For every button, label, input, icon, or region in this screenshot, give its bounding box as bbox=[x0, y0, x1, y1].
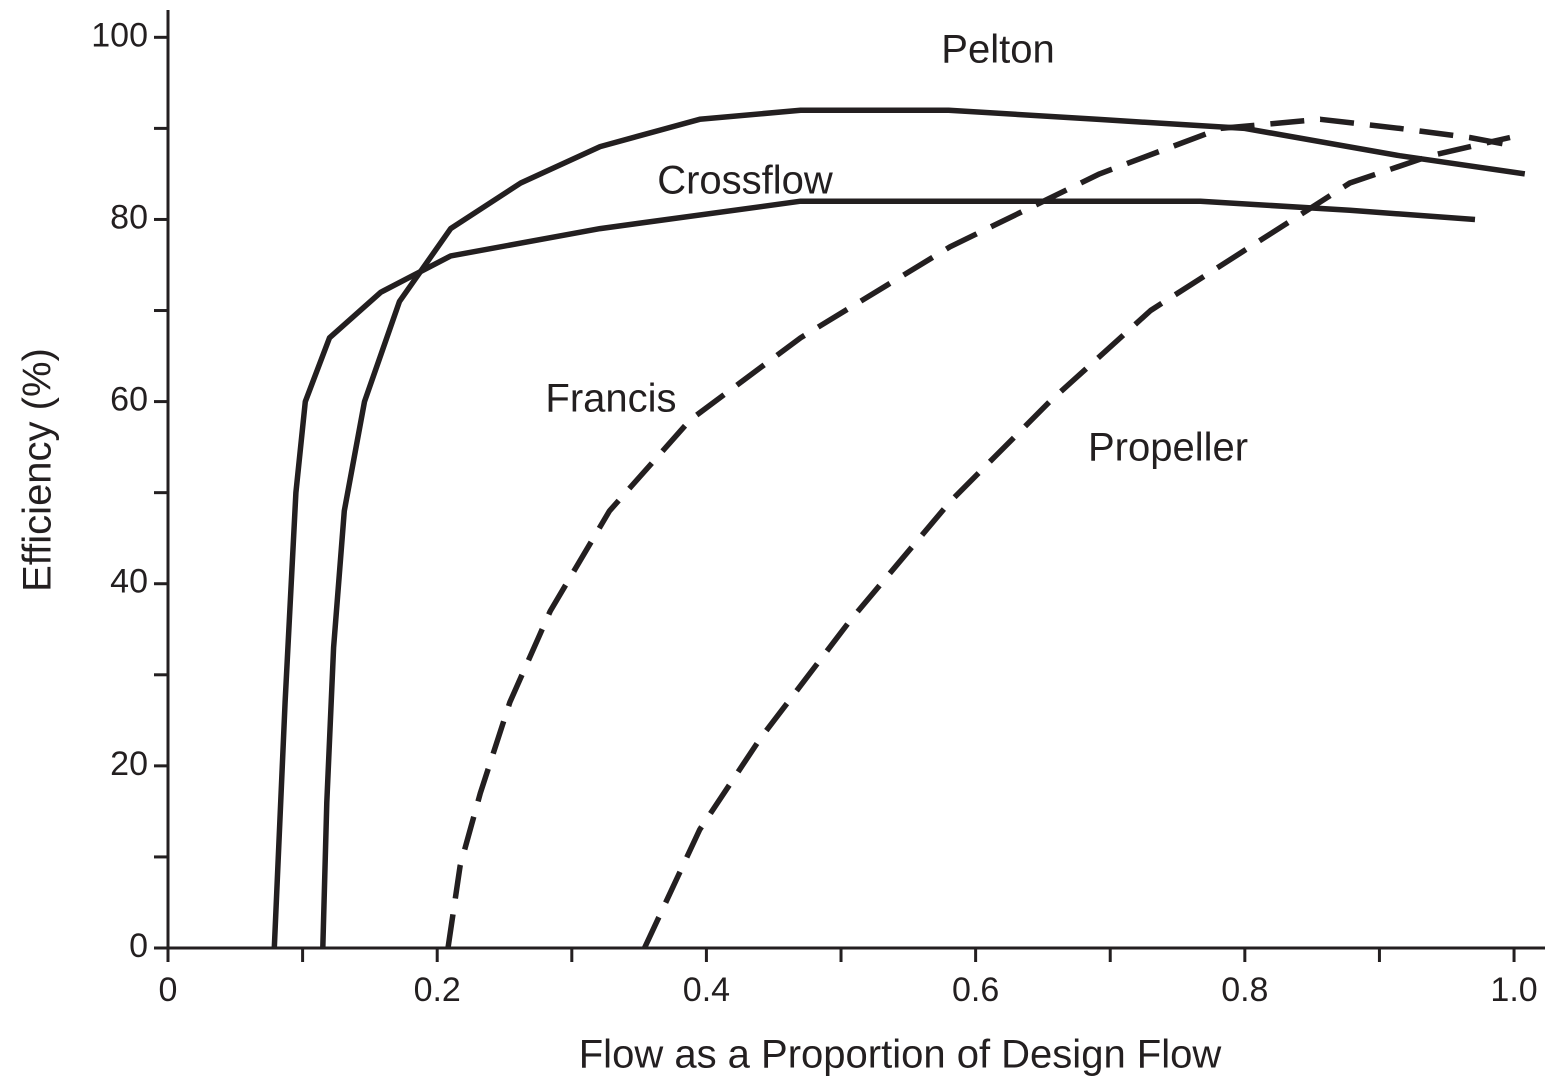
curve bbox=[320, 107, 1526, 949]
x-tick-label: 0.8 bbox=[1221, 971, 1268, 1009]
x-tick-label: 1.0 bbox=[1490, 971, 1537, 1009]
x-tick-label: 0.2 bbox=[414, 971, 461, 1009]
curve-label: Propeller bbox=[1088, 426, 1248, 470]
curve-label: Pelton bbox=[941, 28, 1054, 72]
y-tick-label: 80 bbox=[110, 198, 148, 236]
y-axis-title: Efficiency (%) bbox=[16, 348, 60, 592]
curve bbox=[445, 116, 1519, 949]
x-tick-label: 0.6 bbox=[952, 971, 999, 1009]
curve-label: Crossflow bbox=[657, 159, 833, 203]
curve bbox=[271, 198, 1476, 949]
curve bbox=[642, 134, 1511, 950]
y-tick-label: 60 bbox=[110, 381, 148, 419]
y-tick-label: 20 bbox=[110, 745, 148, 783]
y-tick-label: 40 bbox=[110, 563, 148, 601]
y-tick-label: 0 bbox=[129, 927, 148, 965]
x-axis-title: Flow as a Proportion of Design Flow bbox=[579, 1033, 1222, 1077]
x-tick-label: 0.4 bbox=[683, 971, 730, 1009]
y-tick-label: 100 bbox=[91, 16, 148, 54]
x-tick-label: 0 bbox=[159, 971, 178, 1009]
curve-label: Francis bbox=[545, 377, 676, 421]
